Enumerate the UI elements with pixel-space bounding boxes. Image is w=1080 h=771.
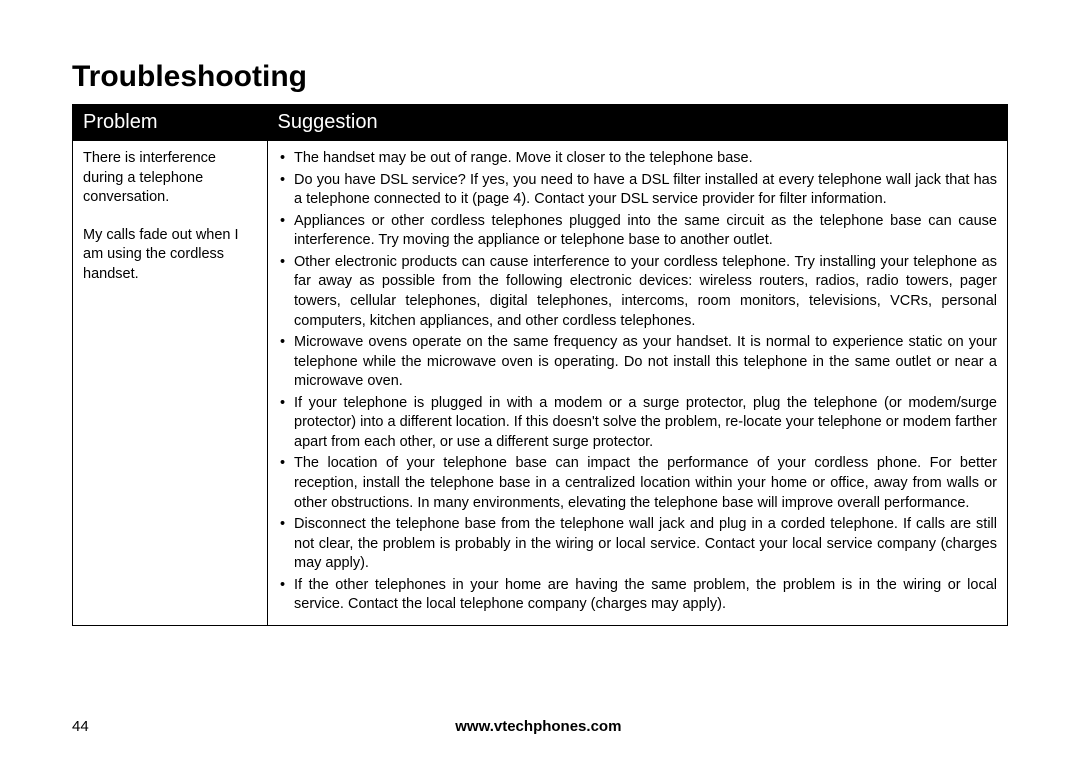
col-header-problem: Problem bbox=[73, 105, 268, 141]
page-title: Troubleshooting bbox=[72, 60, 1008, 94]
list-item: Microwave ovens operate on the same freq… bbox=[278, 333, 997, 392]
col-header-suggestion: Suggestion bbox=[268, 105, 1008, 141]
list-item: If the other telephones in your home are… bbox=[278, 576, 997, 615]
table-row: There is interference during a telephone… bbox=[73, 141, 1008, 626]
page-footer: 44 www.vtechphones.com bbox=[72, 718, 1008, 735]
list-item: Disconnect the telephone base from the t… bbox=[278, 515, 997, 574]
footer-url: www.vtechphones.com bbox=[455, 718, 621, 735]
list-item: The location of your telephone base can … bbox=[278, 454, 997, 513]
page-number: 44 bbox=[72, 718, 89, 735]
suggestion-cell: The handset may be out of range. Move it… bbox=[268, 141, 1008, 626]
list-item: Other electronic products can cause inte… bbox=[278, 253, 997, 331]
problem-text-1: There is interference during a telephone… bbox=[83, 149, 257, 208]
list-item: Appliances or other cordless telephones … bbox=[278, 212, 997, 251]
list-item: If your telephone is plugged in with a m… bbox=[278, 394, 997, 453]
troubleshooting-table: Problem Suggestion There is interference… bbox=[72, 104, 1008, 626]
list-item: The handset may be out of range. Move it… bbox=[278, 149, 997, 169]
problem-cell: There is interference during a telephone… bbox=[73, 141, 268, 626]
list-item: Do you have DSL service? If yes, you nee… bbox=[278, 171, 997, 210]
suggestion-list: The handset may be out of range. Move it… bbox=[278, 149, 997, 615]
problem-text-2: My calls fade out when I am using the co… bbox=[83, 226, 257, 285]
